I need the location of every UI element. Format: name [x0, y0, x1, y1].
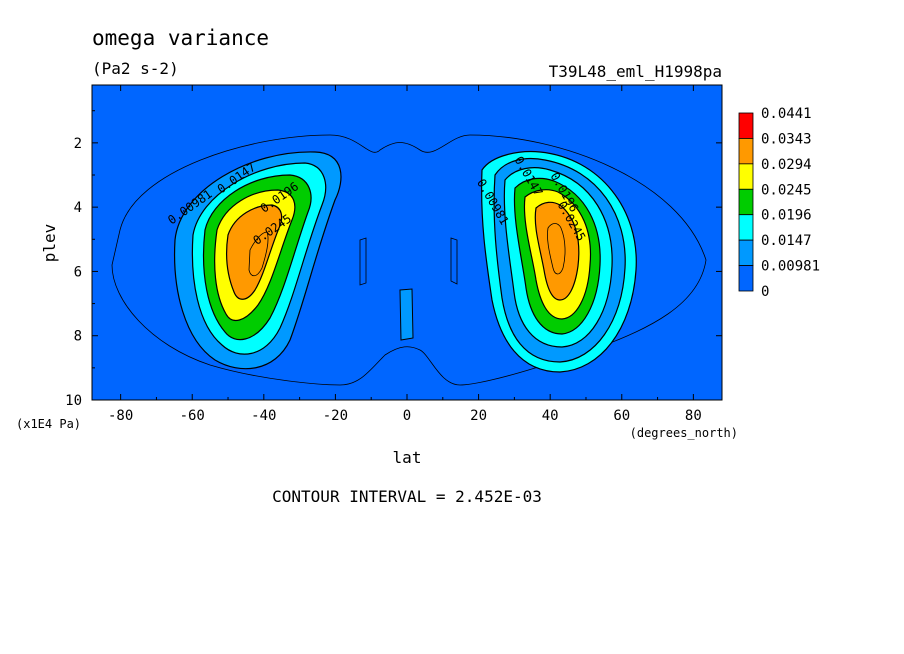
legend-label: 0.00981 — [761, 259, 820, 275]
legend-swatch — [738, 138, 754, 165]
x-tick-label: 60 — [613, 408, 630, 424]
x-tick-label: 0 — [403, 408, 411, 424]
y-tick-label: 6 — [74, 264, 82, 280]
legend-label: 0.0441 — [761, 106, 812, 122]
legend-swatch — [738, 112, 754, 139]
legend-label: 0.0147 — [761, 233, 812, 249]
outer-contour-line — [111, 134, 707, 386]
x-axis-units: (degrees_north) — [630, 426, 738, 440]
legend-label: 0.0343 — [761, 131, 812, 147]
legend-swatch — [738, 214, 754, 241]
x-tick-label: 20 — [470, 408, 487, 424]
small-cell-left — [359, 237, 367, 286]
y-tick-label: 2 — [74, 136, 82, 152]
y-tick-label: 4 — [74, 200, 82, 216]
chart-title: omega variance — [92, 26, 269, 50]
legend-swatch — [738, 265, 754, 292]
x-tick-label: 40 — [542, 408, 559, 424]
dataset-label: T39L48_eml_H1998pa — [549, 62, 722, 81]
legend-swatch — [738, 188, 754, 216]
small-cell-right — [450, 237, 458, 285]
y-axis-label: plev — [40, 224, 59, 263]
legend-label: 0 — [761, 284, 769, 300]
x-axis-ticks: -80 -60 -40 -20 0 20 40 60 80 — [108, 85, 702, 424]
y-tick-label: 10 — [65, 393, 82, 409]
north-max-region — [481, 150, 637, 373]
y-axis-ticks: 2 4 6 8 10 — [65, 110, 722, 409]
contour-interval: CONTOUR INTERVAL = 2.452E-03 — [272, 487, 542, 506]
legend-swatch — [738, 163, 754, 190]
x-tick-label: -80 — [108, 408, 133, 424]
x-tick-label: 80 — [685, 408, 702, 424]
y-axis-units: (x1E4 Pa) — [16, 417, 81, 431]
legend-label: 0.0245 — [761, 182, 812, 198]
legend-swatch — [738, 239, 754, 266]
equatorial-cell — [399, 288, 414, 341]
colorbar-legend: 0.0441 0.0343 0.0294 0.0245 0.0196 0.0147 0.00… — [738, 106, 820, 300]
x-tick-label: -60 — [180, 408, 205, 424]
y-tick-label: 8 — [74, 329, 82, 345]
legend-label: 0.0294 — [761, 157, 812, 173]
chart-units: (Pa2 s-2) — [92, 59, 179, 78]
south-max-region — [173, 151, 342, 370]
legend-label: 0.0196 — [761, 208, 812, 224]
x-tick-label: -20 — [323, 408, 348, 424]
x-tick-label: -40 — [251, 408, 276, 424]
x-axis-label: lat — [393, 448, 422, 467]
